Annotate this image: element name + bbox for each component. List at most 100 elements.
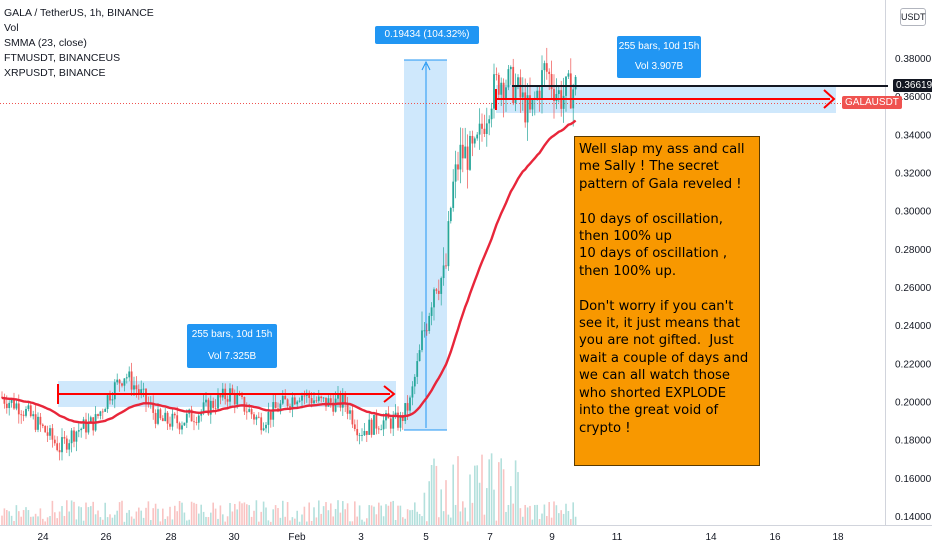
candle-body xyxy=(322,397,325,399)
volume-bar xyxy=(416,511,418,525)
volume-bar xyxy=(471,502,474,525)
candle-body xyxy=(375,414,378,429)
volume-bar xyxy=(447,514,450,525)
volume-bar xyxy=(94,514,97,525)
volume-bar xyxy=(474,465,476,525)
candle-body xyxy=(253,414,255,420)
candle-body xyxy=(363,431,366,436)
candle-body xyxy=(65,438,68,450)
volume-bar xyxy=(217,518,219,525)
candle-body xyxy=(545,63,548,72)
candle-body xyxy=(485,123,488,134)
volume-bar xyxy=(279,517,282,525)
volume-bar xyxy=(368,505,370,525)
candle-body xyxy=(202,402,205,412)
legend-smma[interactable]: SMMA (23, close) xyxy=(4,37,87,49)
volume-bar xyxy=(166,516,169,525)
volume-bar xyxy=(178,501,181,525)
volume-bar xyxy=(32,516,34,525)
volume-bar xyxy=(49,516,51,525)
volume-bar xyxy=(476,465,478,525)
legend-vol[interactable]: Vol xyxy=(4,22,19,34)
volume-bar xyxy=(147,501,150,525)
volume-bar xyxy=(68,511,70,525)
candle-body xyxy=(15,403,18,409)
candle-body xyxy=(116,379,119,383)
legend-compare-xrp[interactable]: XRPUSDT, BINANCE xyxy=(4,67,106,79)
volume-bar xyxy=(30,516,32,525)
volume-bar xyxy=(541,513,543,525)
volume-bar xyxy=(186,520,188,525)
candle-body xyxy=(77,430,80,432)
volume-bar xyxy=(450,517,452,525)
volume-bar xyxy=(363,521,366,525)
volume-bar xyxy=(195,503,198,525)
volume-bar xyxy=(289,520,291,525)
volume-bar xyxy=(224,521,226,525)
x-tick-label: 5 xyxy=(423,532,429,543)
candle-body xyxy=(32,414,35,417)
volume-bar xyxy=(61,506,63,525)
volume-bar xyxy=(80,507,82,525)
candle-body xyxy=(154,412,157,424)
volume-bar xyxy=(505,511,507,525)
volume-bar xyxy=(241,503,243,525)
volume-bar xyxy=(248,505,250,525)
volume-bar xyxy=(66,500,68,525)
candle-body xyxy=(298,400,301,402)
candle-body xyxy=(111,399,114,401)
volume-bar xyxy=(121,500,123,525)
volume-bar xyxy=(82,520,85,525)
volume-bar xyxy=(349,521,351,525)
annotation-note[interactable]: Well slap my ass and call me Sally ! The… xyxy=(574,136,760,466)
volume-bar xyxy=(327,510,330,525)
volume-bar xyxy=(133,518,135,525)
x-tick-label: 7 xyxy=(487,532,493,543)
volume-bar xyxy=(342,501,344,525)
volume-bar xyxy=(63,515,66,525)
volume-bar xyxy=(104,502,106,525)
volume-bar xyxy=(8,511,10,525)
volume-bar xyxy=(25,507,27,525)
candle-body xyxy=(13,399,15,409)
volume-bar xyxy=(262,501,265,525)
volume-bar xyxy=(70,500,73,525)
candle-body xyxy=(555,93,558,102)
volume-bar xyxy=(464,507,466,525)
measure-badge-range2: 255 bars, 10d 15h Vol 3.907B xyxy=(617,36,701,78)
legend-compare-ftm[interactable]: FTMUSDT, BINANCEUS xyxy=(4,52,121,64)
candle-body xyxy=(370,419,373,435)
volume-bar xyxy=(490,453,493,525)
candle-body xyxy=(344,394,347,405)
currency-button[interactable]: USDT xyxy=(900,8,926,26)
volume-bar xyxy=(250,516,253,525)
legend-symbol[interactable]: GALA / TetherUS, 1h, BINANCE xyxy=(4,7,154,19)
candle-body xyxy=(8,402,11,409)
volume-bar xyxy=(296,510,298,525)
candle-body xyxy=(219,395,222,398)
volume-bar xyxy=(306,521,308,525)
volume-bar xyxy=(500,458,502,525)
candle-body xyxy=(301,395,303,401)
volume-bar xyxy=(387,505,390,525)
candle-body xyxy=(531,98,534,110)
volume-bar xyxy=(462,501,464,525)
volume-bar xyxy=(406,509,409,525)
candle-body xyxy=(373,414,375,435)
candle-body xyxy=(123,378,126,386)
volume-bar xyxy=(418,513,421,525)
candle-body xyxy=(257,416,260,418)
candle-body xyxy=(392,416,395,429)
volume-bar xyxy=(366,518,368,525)
volume-bar xyxy=(488,459,490,525)
candle-body xyxy=(428,315,431,331)
volume-bar xyxy=(538,519,541,525)
candle-body xyxy=(380,429,383,431)
candle-body xyxy=(178,423,181,430)
volume-bar xyxy=(421,516,423,525)
volume-bar xyxy=(558,513,560,525)
candle-body xyxy=(145,388,147,403)
volume-bar xyxy=(351,521,354,525)
candle-body xyxy=(207,399,210,415)
